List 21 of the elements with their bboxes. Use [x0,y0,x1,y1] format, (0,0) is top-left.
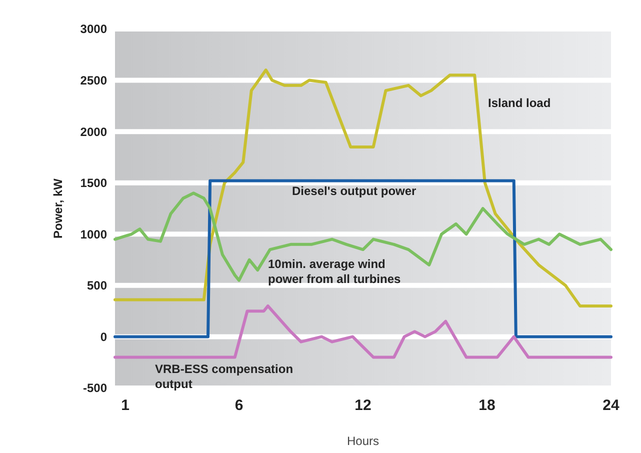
y-tick-label: 0 [100,330,108,344]
y-tick-label: 1500 [80,176,108,190]
y-tick-label: -500 [82,381,108,396]
series-label: 10min. average wind power from all turbines [268,257,402,286]
series-label: Island load [488,96,551,110]
y-tick-label: 3000 [80,22,108,36]
y-tick-label: 1000 [80,227,108,242]
series-label: VRB-ESS compensation output [155,362,294,391]
line-series [114,304,612,359]
x-tick-label: 1 [121,397,130,414]
y-tick-label: 500 [86,278,108,293]
y-tick-label: 2000 [80,124,108,139]
y-tick-label: 2500 [80,73,108,88]
x-axis-title: Hours [346,434,380,448]
x-tick-label: 12 [354,397,372,414]
series-label: Diesel's output power [292,184,417,198]
x-tick-label: 24 [602,397,620,414]
line-series [114,68,612,308]
x-tick-label: 18 [478,397,496,414]
y-axis-title: Power, kW [51,178,65,239]
x-tick-label: 6 [234,397,244,414]
